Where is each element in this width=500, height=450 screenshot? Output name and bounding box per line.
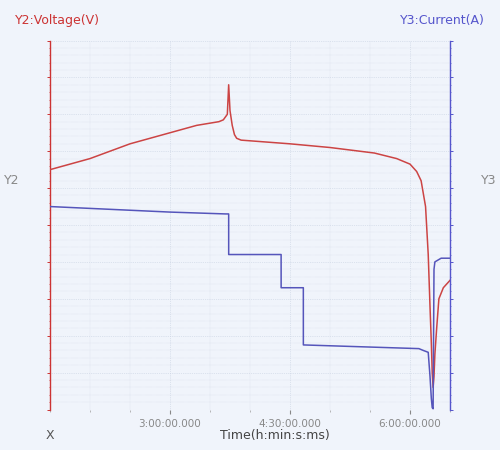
- Text: Time(h:min:s:ms): Time(h:min:s:ms): [220, 429, 330, 442]
- Text: Y2:Voltage(V): Y2:Voltage(V): [15, 14, 100, 27]
- Text: Y2: Y2: [4, 174, 20, 186]
- Text: Y3: Y3: [480, 174, 496, 186]
- Text: X: X: [46, 429, 54, 442]
- Text: Y3:Current(A): Y3:Current(A): [400, 14, 485, 27]
